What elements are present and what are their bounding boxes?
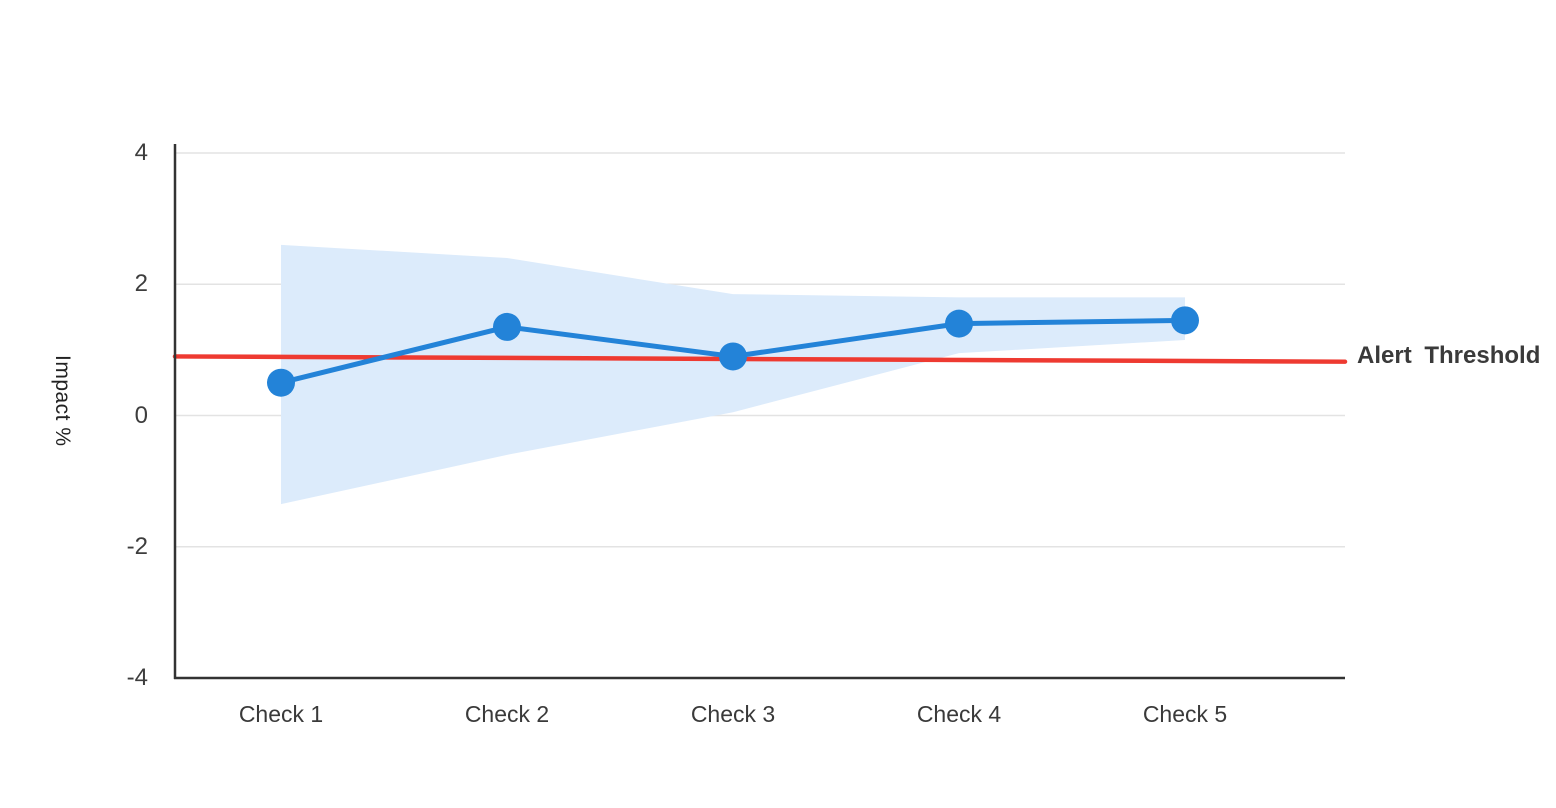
- x-tick-label: Check 1: [238, 701, 324, 727]
- data-point: [1171, 306, 1199, 335]
- x-tick-label: Check 2: [464, 701, 550, 727]
- x-tick-label: Check 3: [690, 701, 776, 727]
- x-tick-label: Check 4: [916, 701, 1002, 727]
- data-point: [493, 312, 521, 341]
- y-tick-label: -4: [126, 664, 148, 691]
- y-tick-label: 0: [134, 401, 148, 429]
- alert-threshold-line: [172, 354, 1348, 364]
- y-axis-title: Impact %: [51, 355, 74, 447]
- alert-threshold-label: Alert Threshold: [1357, 342, 1541, 369]
- y-tick-label: -2: [126, 532, 148, 560]
- y-tick-label: 2: [134, 270, 148, 298]
- data-point: [945, 309, 973, 338]
- data-point: [719, 342, 747, 371]
- y-tick-label: 4: [134, 139, 148, 166]
- x-tick-label: Check 5: [1142, 701, 1228, 727]
- data-point: [267, 368, 295, 397]
